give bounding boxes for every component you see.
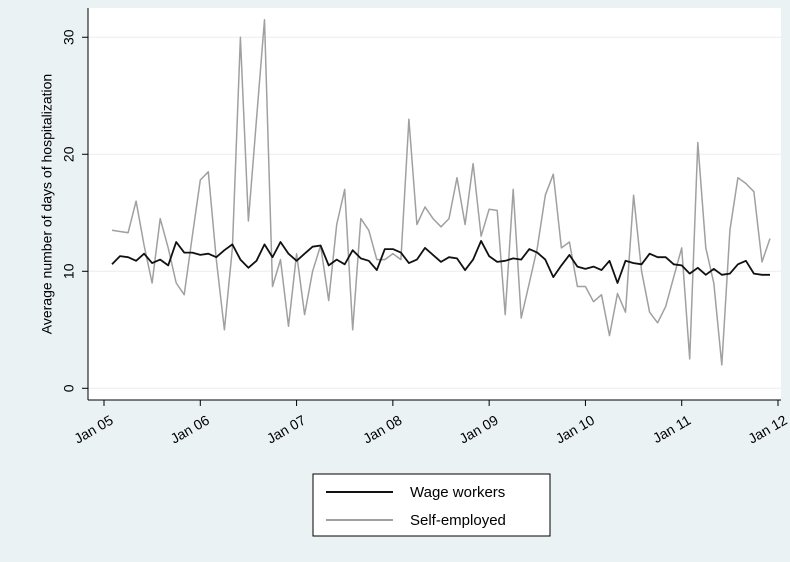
y-axis-label: Average number of days of hospitalizatio… xyxy=(39,74,55,334)
x-tick-label: Jan 05 xyxy=(71,412,116,447)
plot-area xyxy=(88,8,781,400)
series-line-wage-workers xyxy=(111,239,770,284)
y-tick-label: 10 xyxy=(61,263,77,279)
series-lines xyxy=(111,18,771,366)
x-tick-label: Jan 12 xyxy=(745,412,790,447)
x-tick-label: Jan 07 xyxy=(264,412,309,447)
y-tick-label: 30 xyxy=(61,29,77,45)
legend-label-wage-workers: Wage workers xyxy=(410,484,505,501)
x-tick-label: Jan 10 xyxy=(553,412,598,447)
y-axis: 0 10 20 30 xyxy=(61,8,89,400)
legend-box xyxy=(312,473,551,537)
x-tick-label: Jan 06 xyxy=(168,412,213,447)
x-tick-label: Jan 09 xyxy=(456,412,501,447)
grid-lines xyxy=(88,36,781,389)
y-tick-label: 20 xyxy=(61,146,77,162)
x-axis: Jan 05 Jan 06 Jan 07 Jan 08 Jan 09 Jan 10 Jan … xyxy=(71,399,790,447)
y-tick-label: 0 xyxy=(61,384,77,392)
legend: Wage workers Self-employed xyxy=(312,473,551,537)
x-tick-label: Jan 11 xyxy=(650,412,694,446)
x-tick-label: Jan 08 xyxy=(360,412,405,447)
legend-label-self-employed: Self-employed xyxy=(410,512,506,529)
series-line-self-employed xyxy=(111,18,771,366)
